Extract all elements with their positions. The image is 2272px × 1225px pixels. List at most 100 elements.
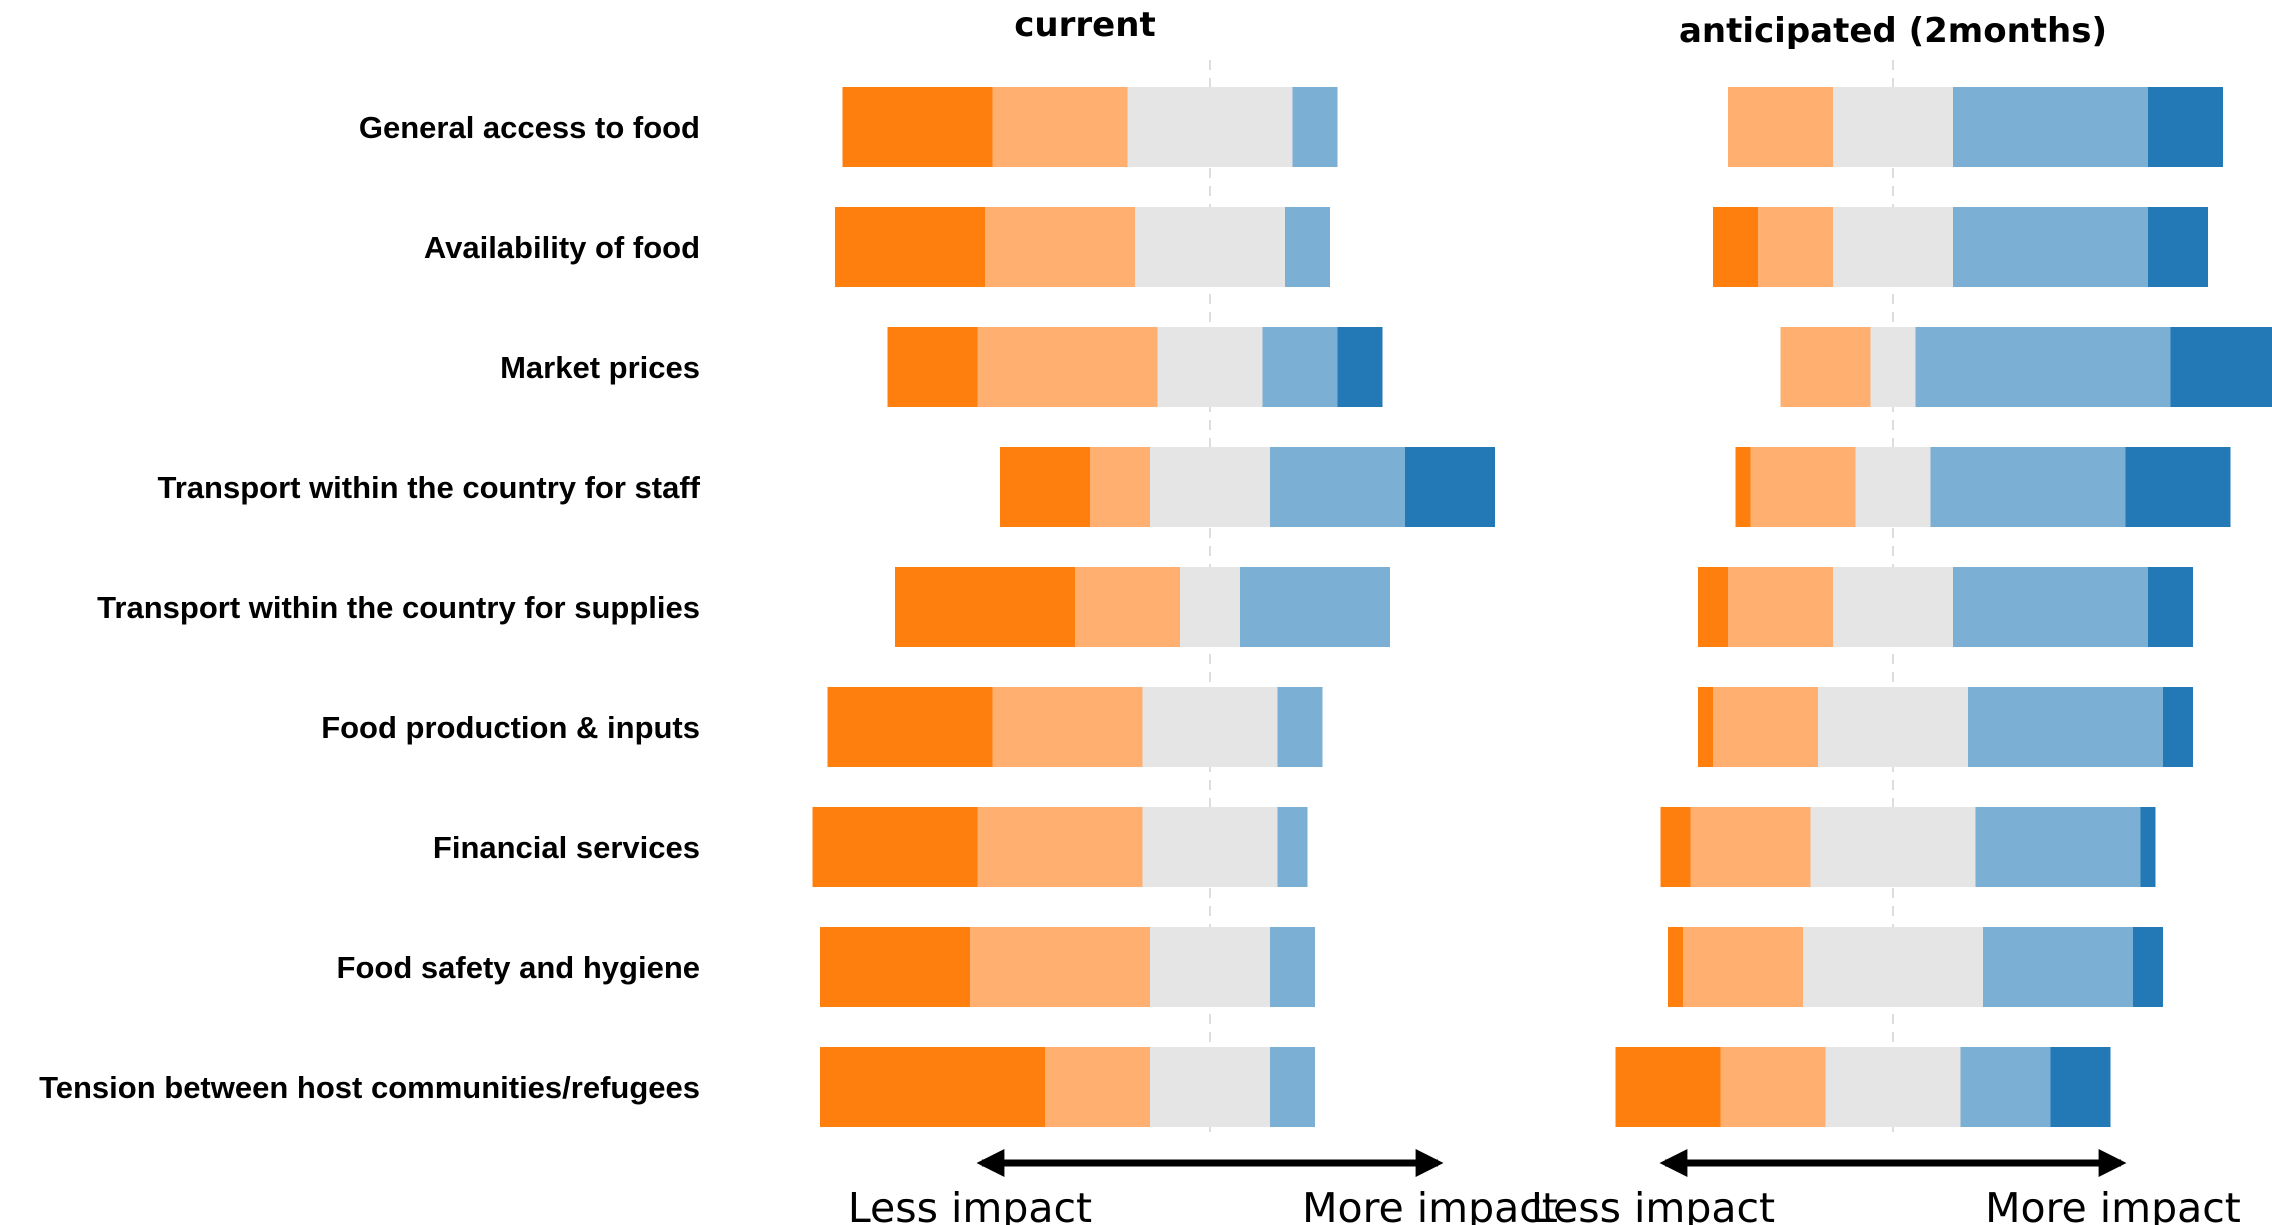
bar-segment-transport-within-the-country-for-supplies-2 <box>1833 567 1953 647</box>
bar-segment-availability-of-food-3 <box>1285 207 1330 287</box>
bar-segment-food-safety-and-hygiene-0 <box>820 927 970 1007</box>
bar-segment-food-safety-and-hygiene-3 <box>1983 927 2133 1007</box>
bar-segment-general-access-to-food-3 <box>1292 87 1338 167</box>
bar-segment-tension-between-host-communities-refugees-0 <box>1615 1047 1721 1127</box>
panel-title: current <box>1014 5 1155 45</box>
bar-segment-food-safety-and-hygiene-0 <box>1668 927 1683 1007</box>
bar-segment-tension-between-host-communities-refugees-4 <box>2050 1047 2111 1127</box>
bar-segment-financial-services-2 <box>1810 807 1976 887</box>
bar-segment-transport-within-the-country-for-supplies-4 <box>2148 567 2193 647</box>
bar-segment-food-production-inputs-0 <box>827 687 993 767</box>
category-labels: General access to food Availability of fo… <box>39 110 701 1105</box>
bar-segment-market-prices-3 <box>1915 327 2171 407</box>
bar-segment-financial-services-3 <box>1975 807 2141 887</box>
category-label-market-prices: Market prices <box>500 350 700 385</box>
bar-segment-transport-within-the-country-for-staff-3 <box>1930 447 2126 527</box>
bar-segment-transport-within-the-country-for-staff-0 <box>1735 447 1751 527</box>
bar-segment-availability-of-food-1 <box>1758 207 1833 287</box>
bar-segment-financial-services-0 <box>1660 807 1691 887</box>
bar-segment-general-access-to-food-4 <box>2148 87 2223 167</box>
bar-segment-availability-of-food-1 <box>985 207 1135 287</box>
panel-title: anticipated (2months) <box>1679 11 2107 51</box>
bar-segment-financial-services-1 <box>1690 807 1811 887</box>
bar-segment-transport-within-the-country-for-supplies-0 <box>1698 567 1728 647</box>
bar-segment-transport-within-the-country-for-staff-4 <box>2125 447 2231 527</box>
bar-segment-food-production-inputs-2 <box>1818 687 1968 767</box>
bar-segment-transport-within-the-country-for-staff-2 <box>1150 447 1270 527</box>
bar-segment-market-prices-4 <box>1337 327 1383 407</box>
panel-current: current Less impact More impact <box>812 5 1558 1225</box>
bar-segment-food-safety-and-hygiene-1 <box>970 927 1150 1007</box>
bar-segment-availability-of-food-2 <box>1833 207 1953 287</box>
bar-segment-general-access-to-food-1 <box>992 87 1128 167</box>
bar-segment-financial-services-2 <box>1142 807 1278 887</box>
bar-segment-financial-services-0 <box>812 807 978 887</box>
less-impact-label: Less impact <box>1531 1184 1775 1225</box>
bar-segment-market-prices-1 <box>1780 327 1871 407</box>
bar-segment-availability-of-food-4 <box>2148 207 2208 287</box>
bar-segment-transport-within-the-country-for-supplies-0 <box>895 567 1075 647</box>
bar-segment-food-production-inputs-0 <box>1698 687 1713 767</box>
bar-segment-transport-within-the-country-for-supplies-1 <box>1075 567 1180 647</box>
bar-segment-food-production-inputs-3 <box>1277 687 1323 767</box>
category-label-food-safety-and-hygiene: Food safety and hygiene <box>337 950 700 985</box>
bar-segment-transport-within-the-country-for-supplies-3 <box>1953 567 2148 647</box>
bar-segment-financial-services-4 <box>2140 807 2156 887</box>
bar-segment-general-access-to-food-2 <box>1127 87 1293 167</box>
bar-segment-transport-within-the-country-for-staff-2 <box>1855 447 1931 527</box>
bar-segment-tension-between-host-communities-refugees-1 <box>1045 1047 1150 1127</box>
bar-segment-tension-between-host-communities-refugees-3 <box>1960 1047 2051 1127</box>
bar-segment-transport-within-the-country-for-staff-0 <box>1000 447 1090 527</box>
bar-segment-tension-between-host-communities-refugees-3 <box>1270 1047 1315 1127</box>
category-label-tension-between-host-communities-refugees: Tension between host communities/refugee… <box>39 1070 700 1105</box>
bar-segment-availability-of-food-0 <box>1713 207 1758 287</box>
panel-anticipated: anticipated (2months) Less impact More imp… <box>1531 11 2272 1225</box>
bar-segment-tension-between-host-communities-refugees-1 <box>1720 1047 1826 1127</box>
bar-segment-availability-of-food-2 <box>1135 207 1285 287</box>
more-impact-label: More impact <box>1985 1184 2241 1225</box>
less-impact-label: Less impact <box>848 1184 1092 1225</box>
bar-segment-food-production-inputs-3 <box>1968 687 2163 767</box>
category-label-general-access-to-food: General access to food <box>359 110 700 145</box>
bar-segment-market-prices-2 <box>1870 327 1916 407</box>
bar-segment-transport-within-the-country-for-supplies-2 <box>1180 567 1240 647</box>
bar-segment-market-prices-1 <box>977 327 1158 407</box>
category-label-transport-within-the-country-for-staff: Transport within the country for staff <box>157 470 700 505</box>
bar-segment-general-access-to-food-3 <box>1953 87 2148 167</box>
bar-segment-transport-within-the-country-for-staff-1 <box>1750 447 1856 527</box>
category-label-transport-within-the-country-for-supplies: Transport within the country for supplie… <box>97 590 700 625</box>
bar-segment-food-production-inputs-2 <box>1142 687 1278 767</box>
bar-segment-tension-between-host-communities-refugees-0 <box>820 1047 1045 1127</box>
bar-segment-food-safety-and-hygiene-2 <box>1150 927 1270 1007</box>
bar-segment-food-safety-and-hygiene-1 <box>1683 927 1803 1007</box>
bar-segment-tension-between-host-communities-refugees-2 <box>1150 1047 1270 1127</box>
bar-segment-transport-within-the-country-for-staff-1 <box>1090 447 1150 527</box>
category-label-availability-of-food: Availability of food <box>424 230 700 265</box>
bar-segment-availability-of-food-3 <box>1953 207 2148 287</box>
bar-segment-transport-within-the-country-for-staff-3 <box>1270 447 1405 527</box>
bar-segment-food-safety-and-hygiene-3 <box>1270 927 1315 1007</box>
bar-segment-general-access-to-food-1 <box>1728 87 1833 167</box>
bar-segment-financial-services-3 <box>1277 807 1308 887</box>
more-impact-label: More impact <box>1302 1184 1558 1225</box>
bar-segment-food-production-inputs-4 <box>2163 687 2193 767</box>
bar-segment-transport-within-the-country-for-supplies-3 <box>1240 567 1390 647</box>
bar-segment-general-access-to-food-0 <box>842 87 993 167</box>
bar-segment-food-production-inputs-1 <box>1713 687 1818 767</box>
bar-segment-general-access-to-food-2 <box>1833 87 1953 167</box>
bar-segment-availability-of-food-0 <box>835 207 985 287</box>
bar-segment-market-prices-2 <box>1157 327 1263 407</box>
bar-segment-food-safety-and-hygiene-2 <box>1803 927 1983 1007</box>
bar-segment-tension-between-host-communities-refugees-2 <box>1825 1047 1961 1127</box>
bar-segment-food-production-inputs-1 <box>992 687 1143 767</box>
bar-segment-market-prices-3 <box>1262 327 1338 407</box>
bar-segment-transport-within-the-country-for-staff-4 <box>1405 447 1495 527</box>
bar-segment-food-safety-and-hygiene-4 <box>2133 927 2163 1007</box>
bar-segment-market-prices-4 <box>2170 327 2272 407</box>
bar-segment-financial-services-1 <box>977 807 1143 887</box>
bar-segment-transport-within-the-country-for-supplies-1 <box>1728 567 1833 647</box>
category-label-financial-services: Financial services <box>433 830 700 865</box>
bar-segment-market-prices-0 <box>887 327 978 407</box>
category-label-food-production-inputs: Food production & inputs <box>321 710 700 745</box>
